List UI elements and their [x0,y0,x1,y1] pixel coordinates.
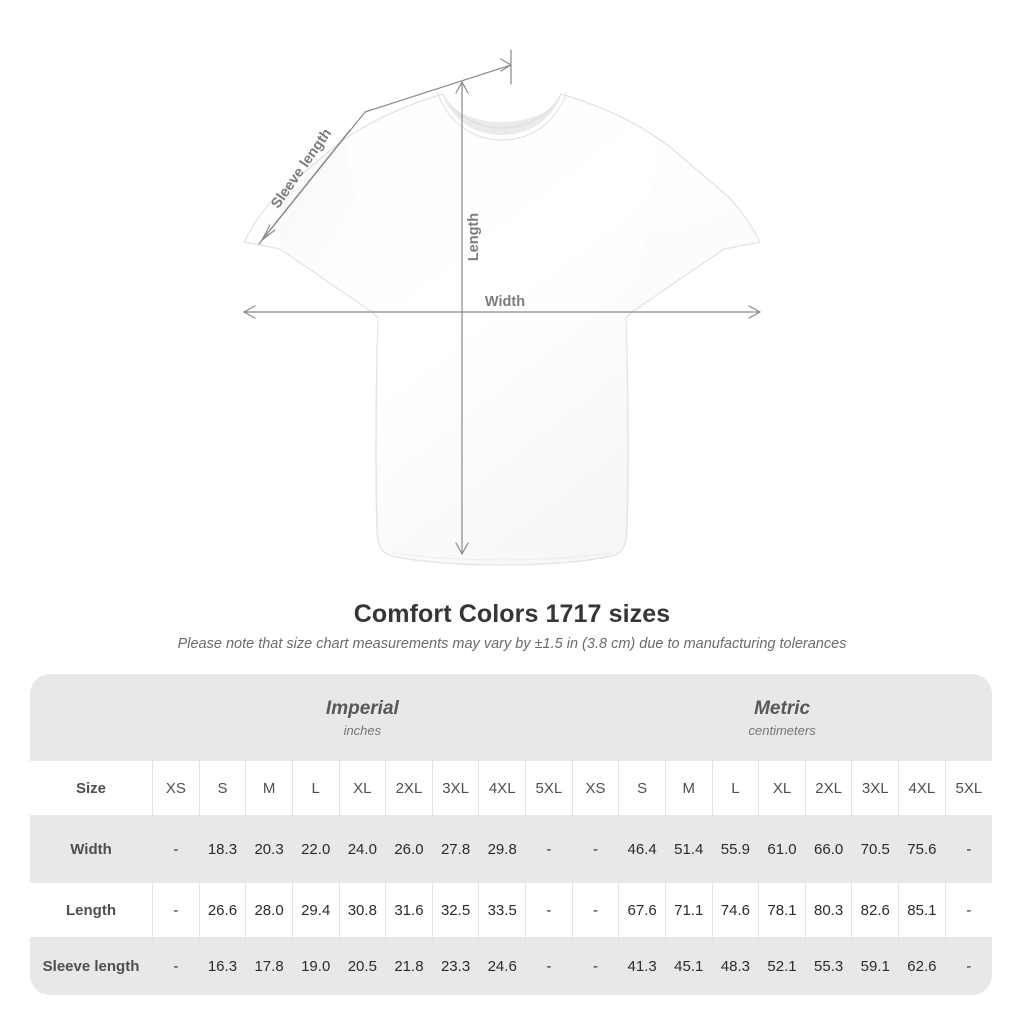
svg-text:Width: Width [485,294,525,310]
svg-text:Length: Length [466,213,482,261]
